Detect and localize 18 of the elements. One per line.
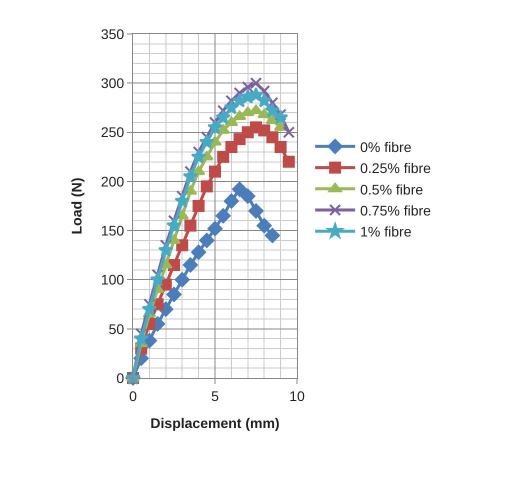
- legend-label: 1% fibre: [360, 224, 412, 240]
- y-tick-label: 250: [100, 124, 124, 140]
- y-tick-label: 200: [100, 173, 124, 190]
- x-tick-label: 10: [289, 388, 305, 404]
- y-axis-title: Load (N): [68, 178, 84, 234]
- x-tick-label: 0: [129, 388, 138, 404]
- x-axis-title: Displacement (mm): [150, 415, 280, 432]
- legend-label: 0.5% fibre: [360, 181, 424, 198]
- legend-label: 0% fibre: [360, 138, 412, 155]
- x-tick-label: 5: [211, 388, 220, 404]
- y-tick-label: 100: [100, 272, 124, 288]
- y-tick-label: 50: [108, 320, 124, 337]
- legend-label: 0.75% fibre: [360, 202, 432, 218]
- y-tick-label: 0: [116, 370, 124, 386]
- legend-label: 0.25% fibre: [360, 160, 432, 176]
- y-tick-label: 150: [100, 222, 124, 238]
- y-tick-label: 300: [100, 75, 124, 92]
- y-tick-label: 350: [100, 26, 124, 42]
